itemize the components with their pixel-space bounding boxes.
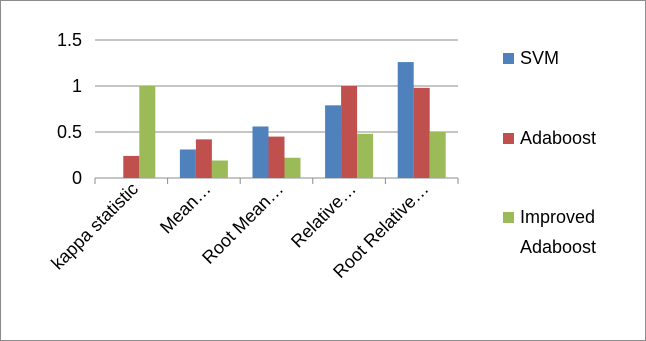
- category-label: Relative…: [287, 179, 360, 252]
- bar-improved-adaboost: [139, 86, 156, 178]
- bar-adaboost: [195, 139, 212, 178]
- legend-label: Improved: [520, 207, 595, 227]
- legend-swatch: [503, 212, 514, 223]
- bar-svm: [397, 62, 414, 178]
- y-tick-label: 0.5: [57, 122, 82, 142]
- bar-improved-adaboost: [429, 132, 446, 178]
- bar-adaboost: [341, 86, 358, 178]
- category-label: kappa statistic: [47, 179, 142, 274]
- y-tick-label: 1: [72, 76, 82, 96]
- bar-svm: [252, 126, 269, 178]
- legend-label: Adaboost: [520, 237, 596, 257]
- legend-label: SVM: [520, 48, 559, 68]
- bar-adaboost: [123, 155, 140, 178]
- bar-improved-adaboost: [211, 160, 228, 178]
- bar-adaboost: [268, 136, 285, 178]
- bar-adaboost: [413, 87, 430, 178]
- y-tick-label: 0: [72, 168, 82, 188]
- bar-svm: [179, 149, 196, 178]
- category-label: Mean…: [156, 179, 215, 238]
- bar-svm: [325, 105, 342, 178]
- legend-swatch: [503, 53, 514, 64]
- legend-label: Adaboost: [520, 128, 596, 148]
- bar-improved-adaboost: [357, 133, 374, 178]
- y-tick-label: 1.5: [57, 30, 82, 50]
- legend-swatch: [503, 133, 514, 144]
- bar-improved-adaboost: [284, 157, 301, 178]
